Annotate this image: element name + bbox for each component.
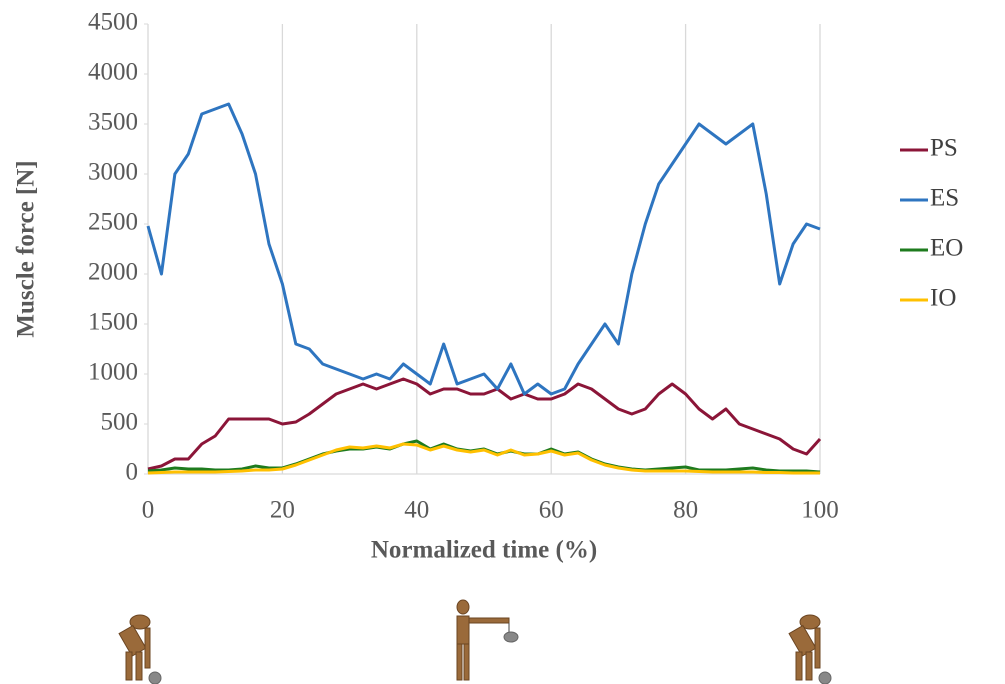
y-tick-label: 4000 — [88, 59, 138, 86]
x-axis-title: Normalized time (%) — [371, 537, 597, 564]
y-tick-label: 500 — [101, 409, 139, 436]
figures — [118, 599, 832, 684]
figure-bent-right — [788, 614, 832, 684]
y-tick-label: 0 — [126, 459, 139, 486]
legend-label: IO — [930, 285, 956, 312]
y-tick-label: 3500 — [88, 109, 138, 136]
legend-label: PS — [930, 135, 958, 162]
y-tick-label: 2500 — [88, 209, 138, 236]
y-axis-title: Muscle force [N] — [13, 160, 40, 337]
figure-bent-left — [118, 614, 162, 684]
x-tick-label: 40 — [404, 497, 429, 524]
x-tick-label: 100 — [801, 497, 839, 524]
legend-label: ES — [930, 185, 959, 212]
y-tick-label: 2000 — [88, 259, 138, 286]
series-line — [146, 102, 821, 396]
legend-label: EO — [930, 235, 963, 262]
series-line — [147, 377, 822, 471]
series-line — [147, 439, 821, 474]
y-tick-label: 1000 — [88, 359, 138, 386]
y-tick-label: 1500 — [88, 309, 138, 336]
x-tick-label: 20 — [270, 497, 295, 524]
y-tick-label: 4500 — [88, 9, 138, 36]
series-line — [147, 442, 820, 475]
x-tick-label: 80 — [673, 497, 698, 524]
figure-standing — [456, 599, 519, 681]
x-tick-label: 60 — [539, 497, 564, 524]
y-tick-label: 3000 — [88, 159, 138, 186]
x-tick-label: 0 — [142, 497, 155, 524]
